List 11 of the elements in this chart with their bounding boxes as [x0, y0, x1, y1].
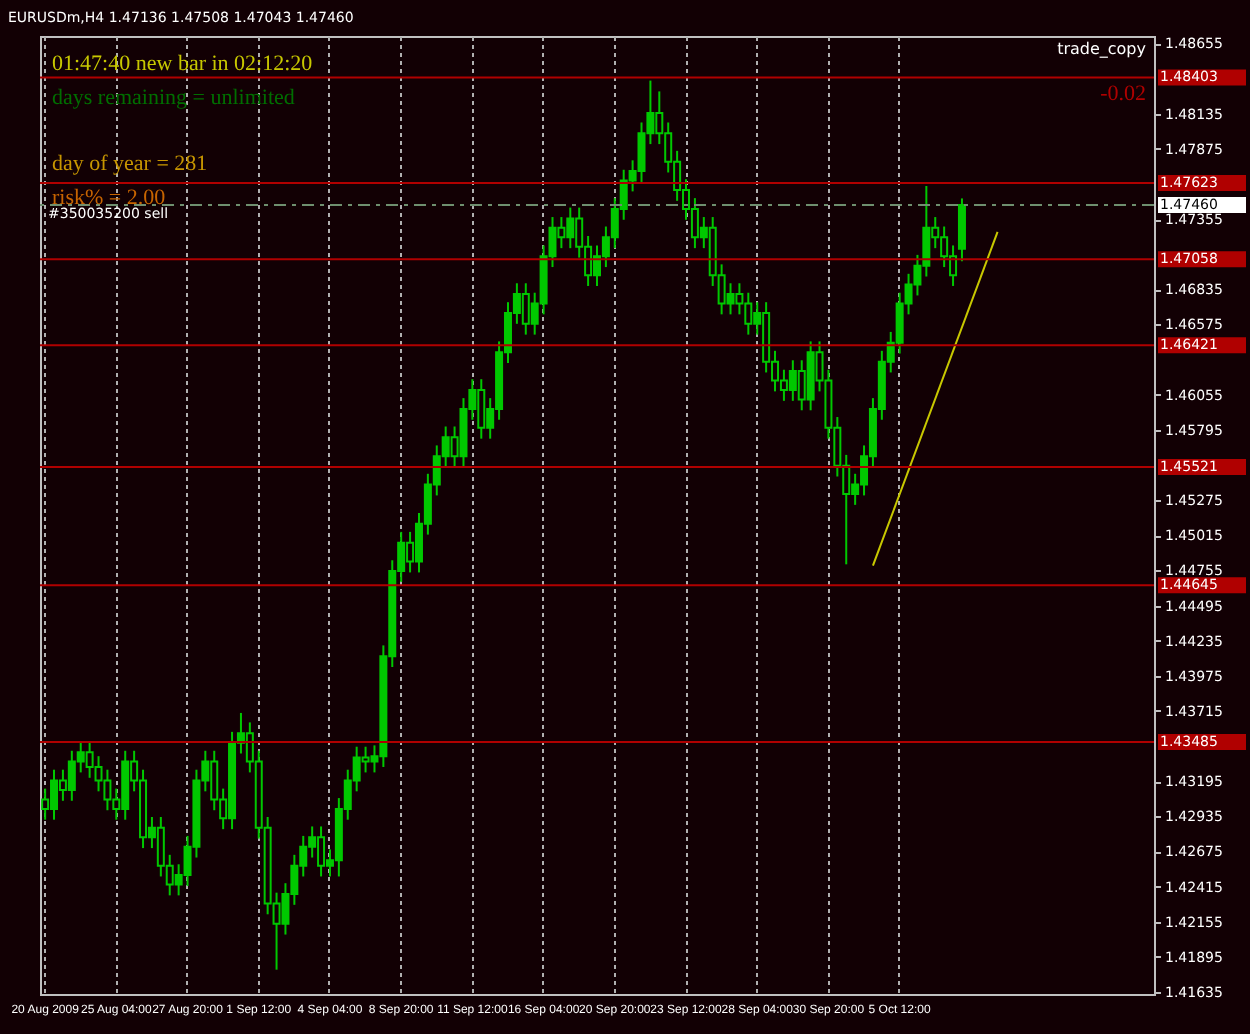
annotation: days remaining = unlimited — [52, 86, 296, 110]
annotation: -0.02 — [1100, 82, 1146, 106]
annotation: 01:47:40 new bar in 02:12:20 — [52, 52, 314, 76]
candlestick — [361, 745, 370, 774]
candlestick — [459, 397, 468, 469]
candlestick — [726, 282, 735, 316]
annotation: trade_copy — [1057, 40, 1147, 58]
candlestick — [41, 787, 50, 821]
annotation: risk% = 2.00 — [52, 186, 167, 210]
candlestick — [957, 197, 966, 263]
annotation: day of year = 281 — [52, 152, 208, 176]
